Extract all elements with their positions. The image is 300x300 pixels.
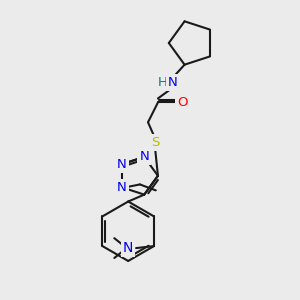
Text: N: N [117, 181, 127, 194]
Text: N: N [168, 76, 178, 89]
Text: N: N [117, 158, 127, 171]
Text: N: N [123, 241, 134, 255]
Text: H: H [158, 76, 168, 89]
Text: S: S [151, 136, 159, 148]
Text: O: O [177, 96, 188, 109]
Text: N: N [140, 150, 149, 164]
